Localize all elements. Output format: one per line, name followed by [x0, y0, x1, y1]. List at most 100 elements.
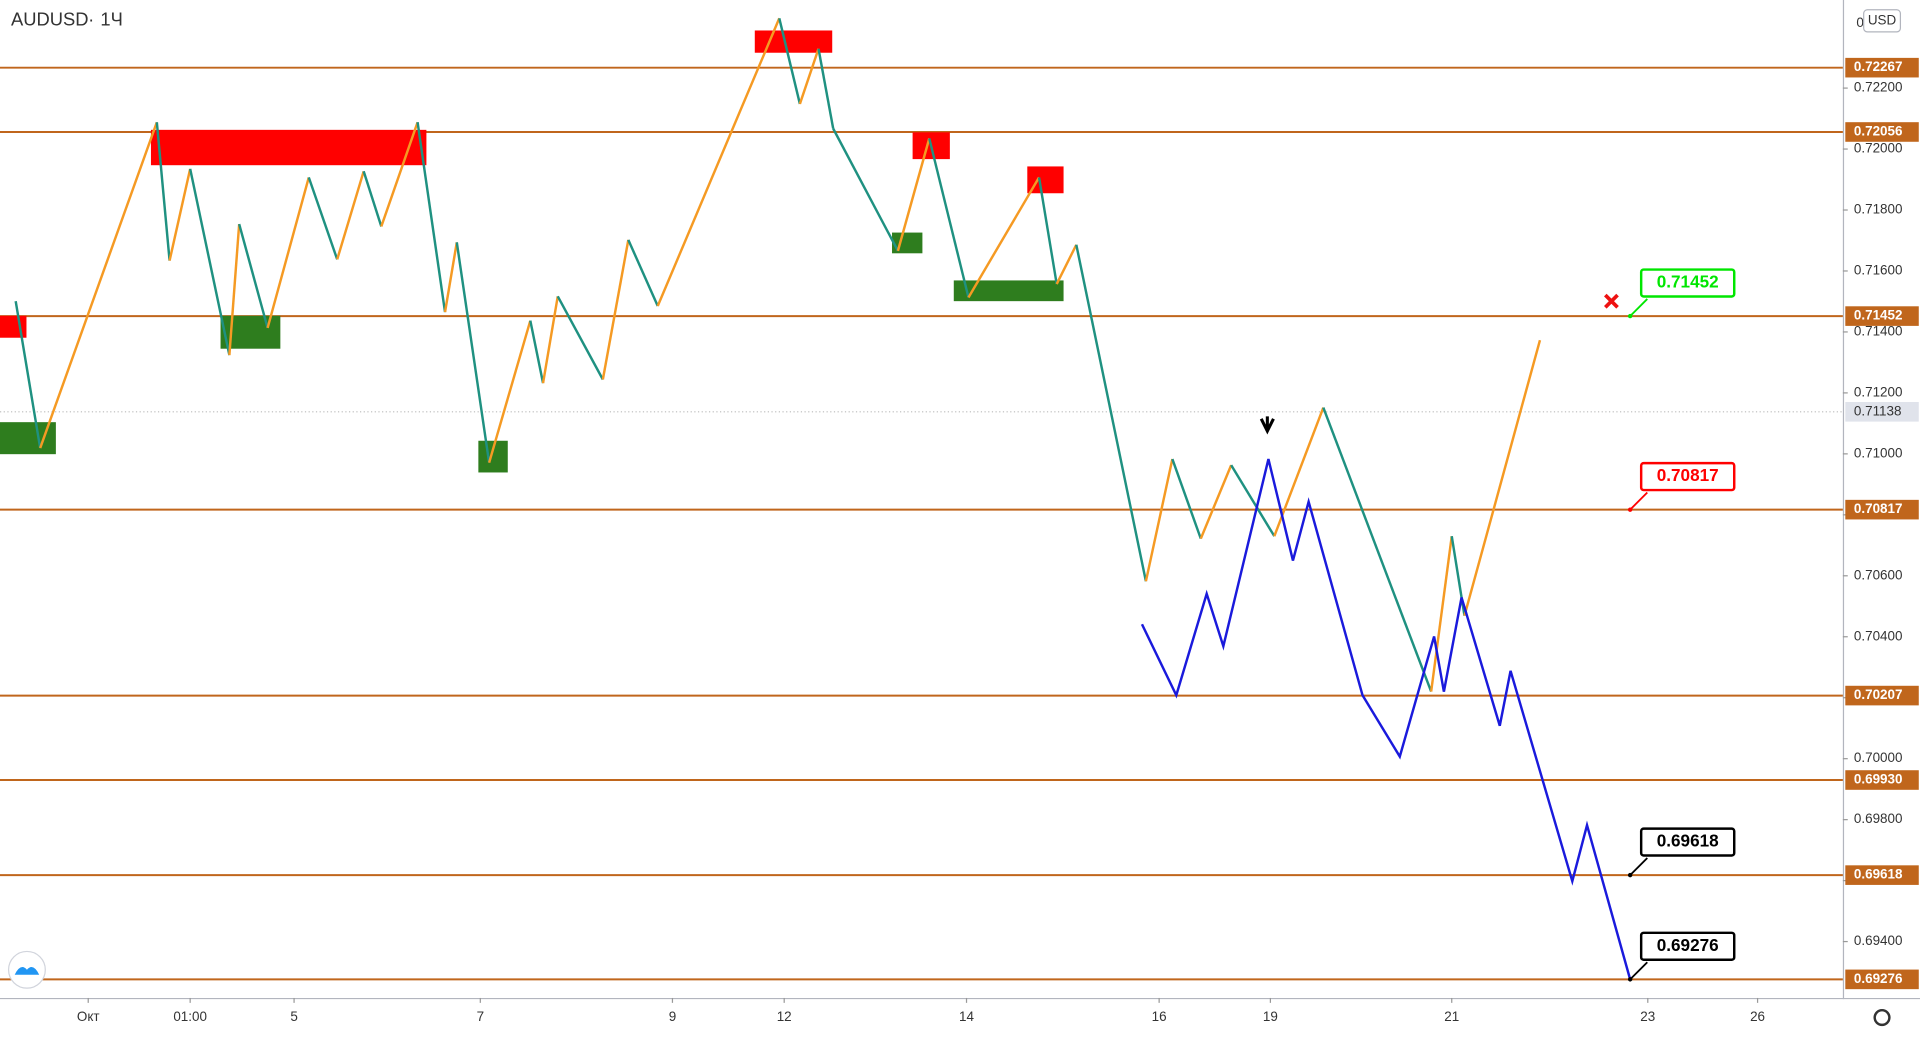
down-arrow-marker [1259, 416, 1275, 435]
zigzag-segment [1171, 458, 1202, 540]
zigzag-segment [817, 48, 835, 129]
level-label: 0.72267 [1854, 59, 1903, 74]
y-tick-label: 0.72000 [1854, 141, 1903, 156]
last-price-box [1845, 402, 1919, 422]
zigzag-segment [155, 122, 171, 261]
level-label: 0.70817 [1854, 501, 1903, 516]
callout-label: 0.71452 [1657, 272, 1719, 292]
interval: 1Ч [100, 9, 122, 30]
currency-box[interactable] [1863, 9, 1902, 33]
x-tick-label: 9 [669, 1009, 676, 1024]
zigzag-segment [266, 177, 310, 329]
x-tick-label: 19 [1263, 1009, 1278, 1024]
level-label-box [1845, 969, 1919, 990]
callout-box [1639, 931, 1736, 961]
zigzag-segment [380, 121, 419, 227]
callout-label: 0.69618 [1657, 831, 1719, 851]
callout-leader [1629, 298, 1648, 317]
currency[interactable]: USD [1868, 12, 1897, 27]
zone [953, 280, 1064, 302]
zone [0, 315, 27, 338]
separator: · [88, 9, 94, 30]
x-tick-label: 01:00 [173, 1009, 207, 1024]
zigzag-segment [455, 242, 491, 463]
x-tick-label: Окт [77, 1009, 100, 1024]
level-label-box [1845, 685, 1919, 706]
y-tick-label: 0.71000 [1854, 445, 1903, 460]
settings-icon[interactable] [1873, 1008, 1891, 1027]
x-tick-label: 12 [777, 1009, 792, 1024]
zigzag-segment [896, 138, 931, 252]
zigzag-segment [627, 239, 659, 307]
zigzag-segment [656, 17, 781, 307]
y-tick-label: 0.70000 [1854, 750, 1903, 765]
x-tick-label: 26 [1750, 1009, 1765, 1024]
cross-marker [1604, 293, 1619, 309]
x-tick-label: 5 [290, 1009, 297, 1024]
level-label: 0.72056 [1854, 124, 1903, 139]
zigzag-segment [168, 168, 192, 261]
zigzag-segment [39, 121, 158, 449]
level-label-box [1845, 57, 1919, 78]
zigzag-segment [1199, 464, 1233, 540]
zigzag-segment [237, 223, 269, 329]
zigzag-segment [601, 239, 630, 380]
zigzag-segment [529, 320, 545, 384]
zigzag-segment [1230, 464, 1276, 537]
plot-area [0, 17, 1843, 981]
zigzag-segment [556, 295, 604, 381]
y-tick-label: 0.71600 [1854, 263, 1903, 278]
projection-line [1140, 458, 1632, 980]
y-tick-label: 0.71200 [1854, 384, 1903, 399]
level-label-box [1845, 499, 1919, 520]
scale-mode[interactable]: 0 [1856, 15, 1863, 30]
zigzag-segment [188, 168, 231, 356]
zigzag-segment [1144, 458, 1174, 582]
zigzag-segment [443, 242, 459, 313]
x-tick-label: 23 [1640, 1009, 1655, 1024]
level-label: 0.69618 [1854, 867, 1903, 882]
zigzag-segment [487, 320, 532, 464]
level-label-box [1845, 306, 1919, 326]
zigzag-segment [1037, 177, 1058, 285]
zigzag-segment [967, 176, 1041, 299]
zigzag-segment [416, 122, 447, 313]
level-label: 0.70207 [1854, 687, 1903, 702]
zigzag-segment [832, 128, 899, 252]
x-tick-label: 16 [1152, 1009, 1167, 1024]
last-price-label: 0.71138 [1854, 403, 1902, 418]
zigzag-segment [541, 296, 559, 384]
y-tick-label: 0.70400 [1854, 628, 1903, 643]
x-tick-label: 21 [1444, 1009, 1459, 1024]
zigzag-segment [798, 48, 820, 105]
x-tick-label: 7 [477, 1009, 484, 1024]
zigzag-segment [362, 170, 383, 227]
callout-box [1639, 268, 1736, 298]
zigzag-segment [228, 223, 241, 356]
y-tick-label: 0.69800 [1854, 811, 1903, 826]
zigzag-segment [778, 18, 802, 105]
callout-box [1639, 827, 1736, 857]
callout-leader [1629, 961, 1648, 981]
y-tick-label: 0.70600 [1854, 567, 1903, 582]
y-tick-label: 0.72200 [1854, 80, 1903, 95]
zigzag-segment [1463, 339, 1542, 617]
symbol: AUDUSD [11, 9, 89, 30]
zigzag-segment [1075, 244, 1148, 582]
zigzag-segment [928, 138, 970, 298]
callout-box [1639, 461, 1736, 492]
zone [754, 30, 833, 53]
callout-label: 0.69276 [1657, 935, 1719, 955]
zigzag-segment [1055, 244, 1078, 285]
zigzag-segment [14, 300, 42, 449]
x-tick-label: 14 [959, 1009, 974, 1024]
level-label-box [1845, 770, 1919, 790]
callout-label: 0.70817 [1657, 465, 1719, 485]
zigzag-segment [336, 170, 365, 260]
callout-leader [1629, 491, 1648, 511]
level-label: 0.69930 [1854, 772, 1903, 787]
y-tick-label: 0.71800 [1854, 202, 1903, 217]
